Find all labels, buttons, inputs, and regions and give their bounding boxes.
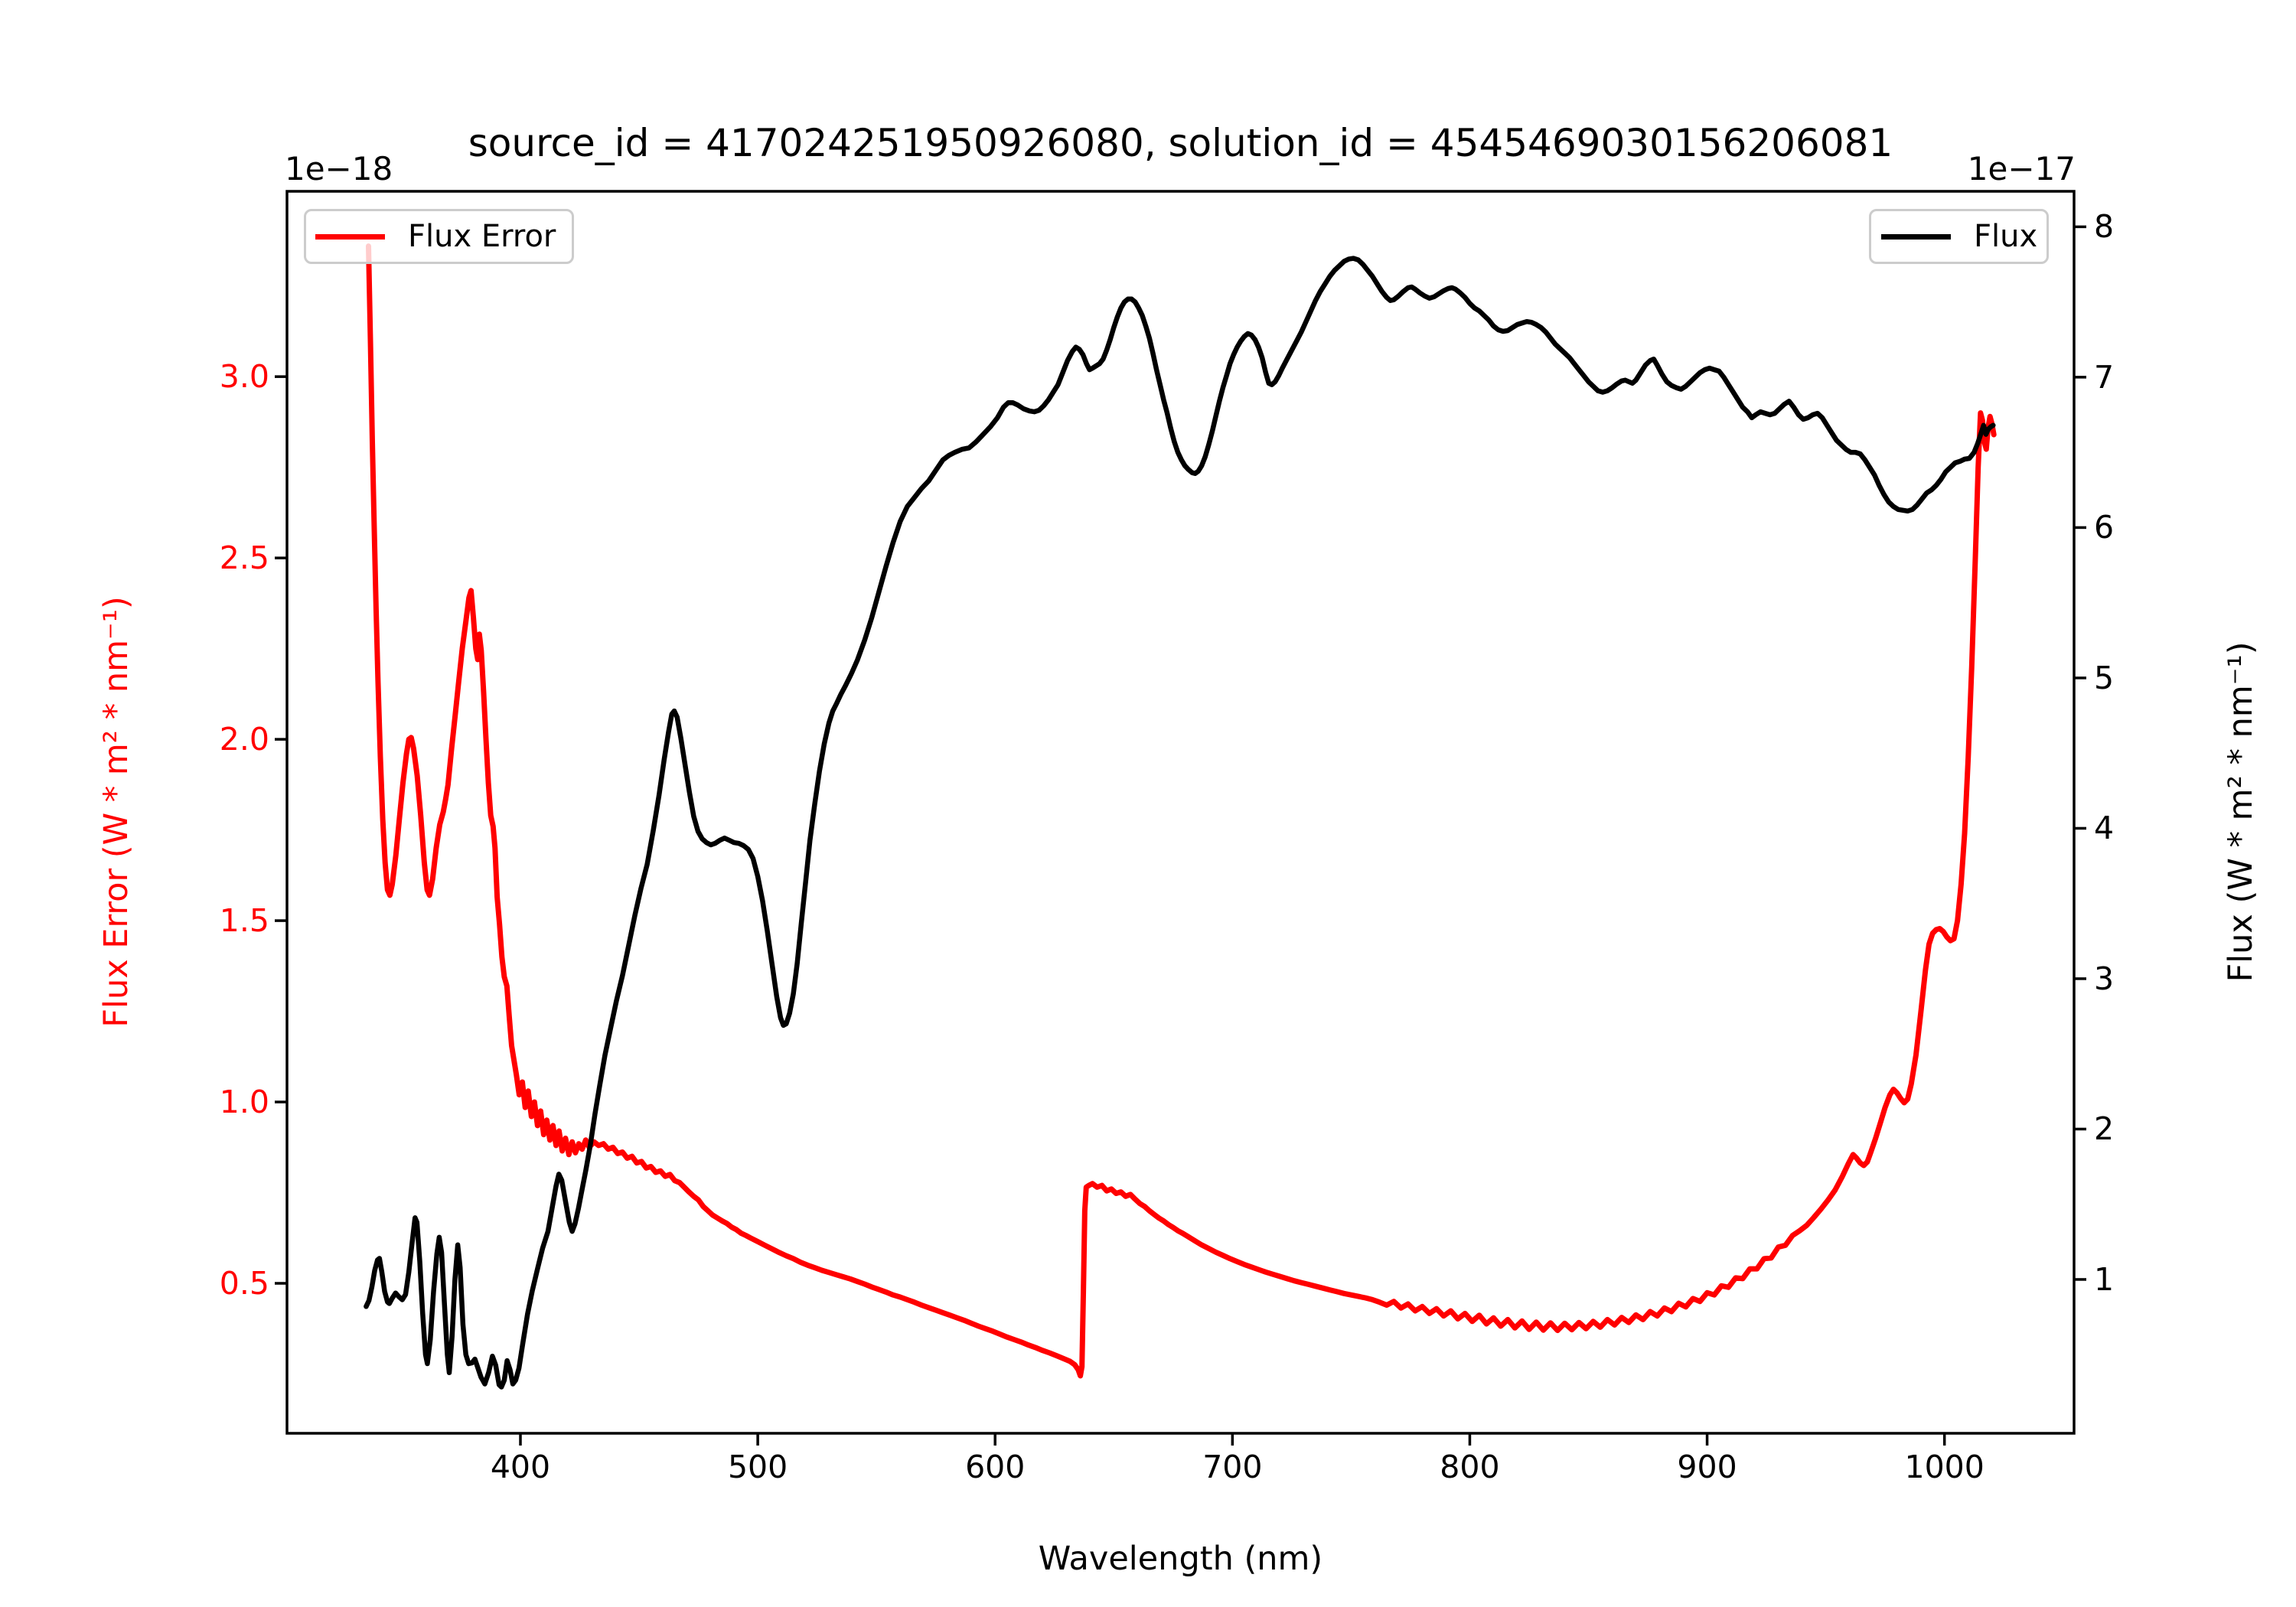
legend-flux: Flux: [1869, 209, 2049, 264]
legend-flux-error: Flux Error: [304, 209, 574, 264]
y-right-tick-label: 8: [2094, 208, 2115, 246]
x-tick-label: 700: [1202, 1449, 1263, 1485]
y-axis-label-left: Flux Error (W * m² * nm⁻¹): [97, 596, 135, 1028]
y-left-tick-label: 2.0: [219, 721, 269, 758]
y-left-tick-label: 2.5: [219, 539, 269, 577]
plot-border: [285, 190, 2076, 1435]
y-right-offset-label: 1e−17: [1967, 150, 2076, 187]
x-tick-label: 600: [965, 1449, 1026, 1485]
y-right-tick-label: 6: [2094, 509, 2115, 546]
x-axis-label: Wavelength (nm): [1038, 1540, 1323, 1578]
axis-tick-marks: [275, 225, 2086, 1446]
flux-series-line: [364, 256, 1996, 1390]
x-tick-label: 1000: [1904, 1449, 1985, 1485]
y-left-tick-label: 1.5: [219, 902, 269, 940]
y-right-tick-label: 7: [2094, 358, 2115, 396]
y-axis-label-right: Flux (W * m² * nm⁻¹): [2222, 641, 2260, 983]
x-tick-label: 900: [1677, 1449, 1737, 1485]
y-right-tick-label: 1: [2094, 1260, 2115, 1298]
y-left-offset-label: 1e−18: [285, 150, 393, 187]
x-tick-label: 500: [727, 1449, 788, 1485]
series-lines: [364, 243, 1997, 1390]
chart-title: source_id = 417024251950926080, solution…: [468, 121, 1893, 165]
legend-flux-label: Flux: [1974, 219, 2038, 254]
y-right-tick-label: 4: [2094, 810, 2115, 847]
y-left-tick-label: 3.0: [219, 358, 269, 396]
axes-spines: [285, 190, 2076, 1435]
flux-line-icon: [1881, 233, 1951, 240]
x-tick-label: 400: [490, 1449, 551, 1485]
y-left-tick-label: 0.5: [219, 1265, 269, 1302]
y-right-tick-label: 3: [2094, 960, 2115, 997]
y-right-tick-label: 5: [2094, 659, 2115, 696]
x-tick-label: 800: [1440, 1449, 1500, 1485]
legend-flux-error-label: Flux Error: [408, 219, 556, 254]
flux-error-line-icon: [315, 233, 385, 240]
y-left-tick-label: 1.0: [219, 1084, 269, 1121]
flux-error-series-line: [366, 243, 1997, 1379]
y-right-tick-label: 2: [2094, 1110, 2115, 1148]
